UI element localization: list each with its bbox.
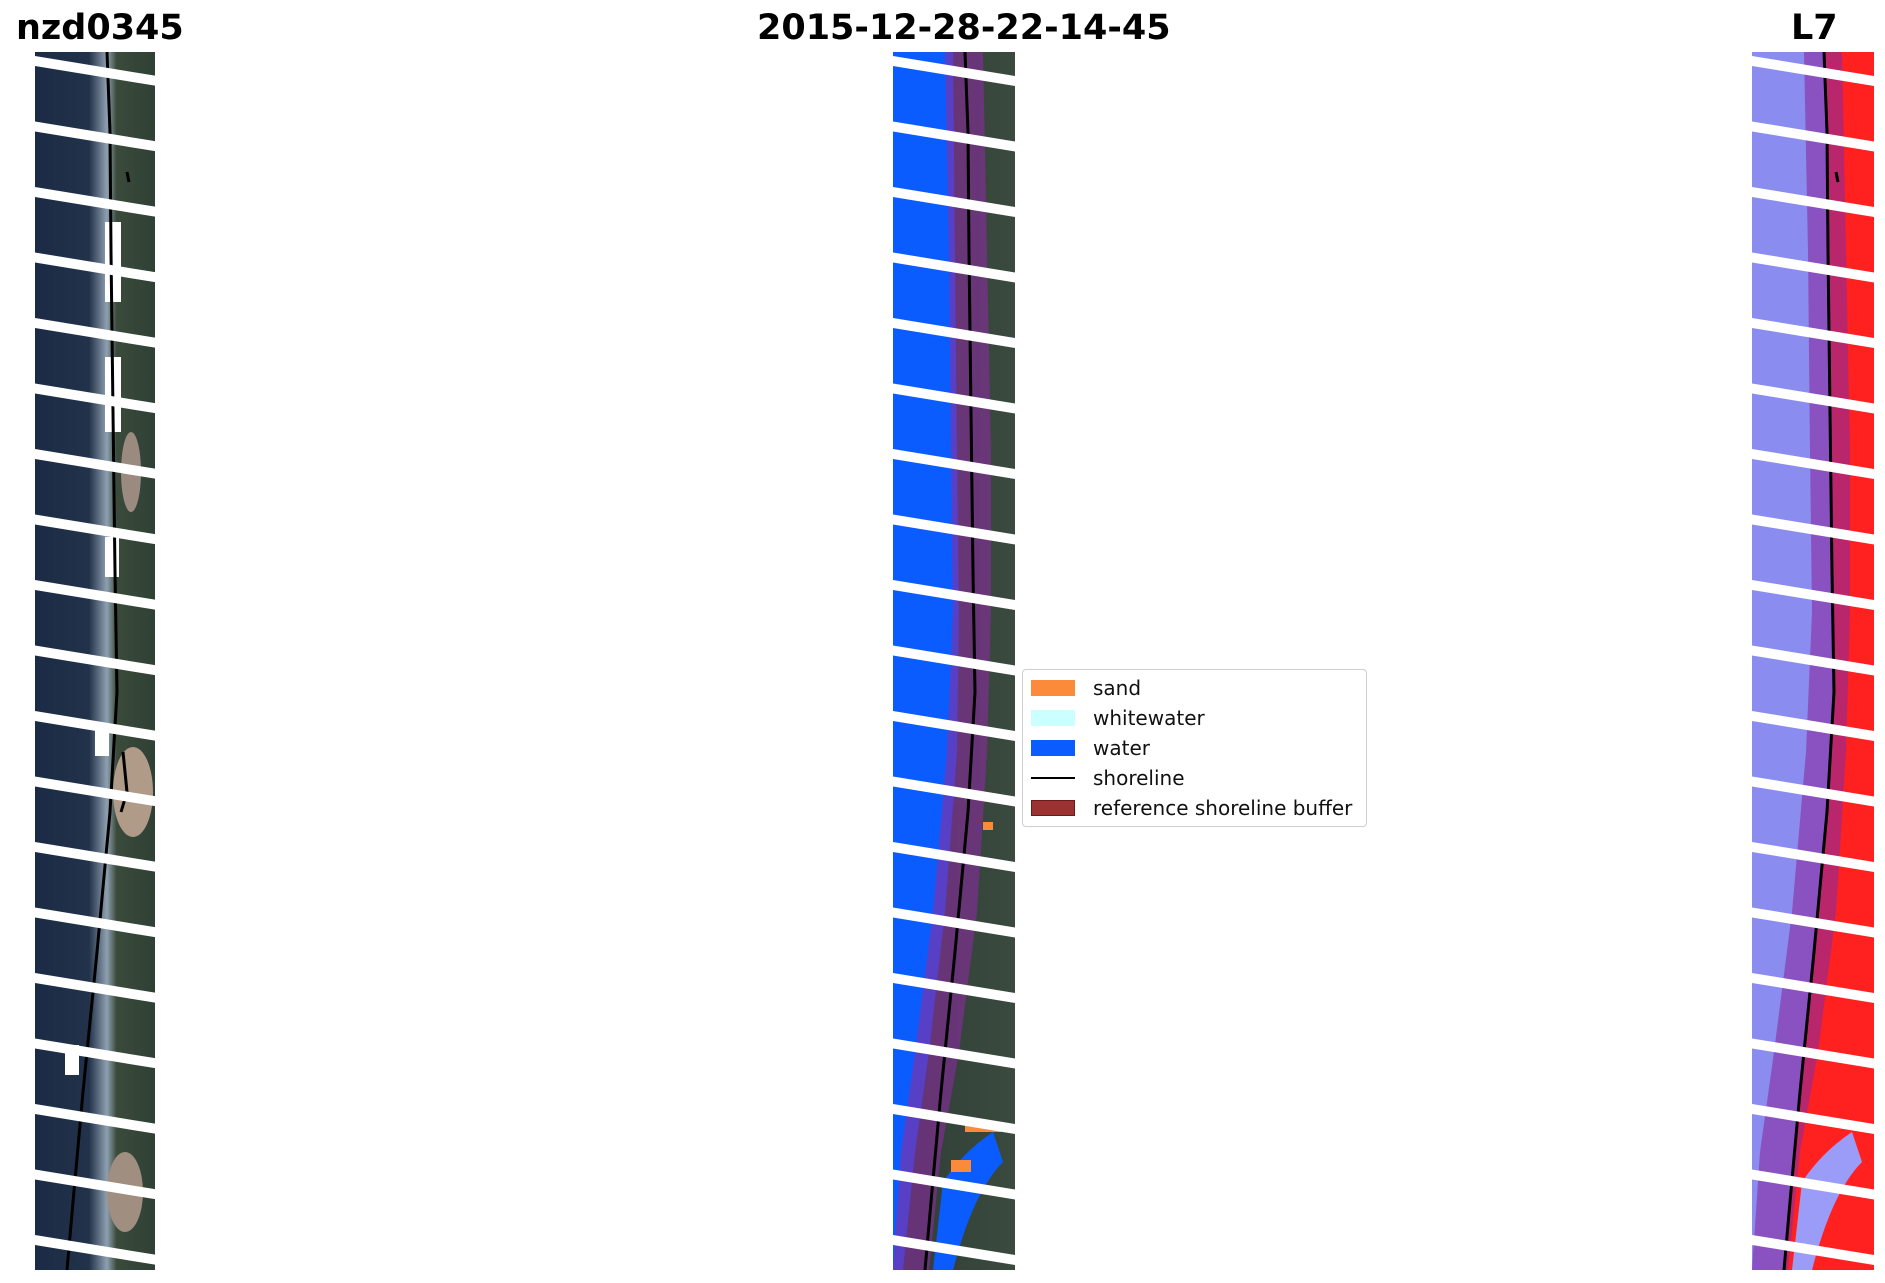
scan-line-gap bbox=[1752, 449, 1874, 479]
sensor-title: L7 bbox=[1791, 8, 1838, 48]
scan-line-gap bbox=[1752, 56, 1874, 86]
legend-label: water bbox=[1093, 736, 1150, 760]
scan-line-gap bbox=[1752, 580, 1874, 610]
index-panel bbox=[1752, 52, 1874, 1270]
scan-line-gap bbox=[893, 56, 1015, 86]
scan-line-gap bbox=[893, 514, 1015, 545]
scan-line-gap bbox=[893, 1038, 1015, 1069]
scan-line-gap bbox=[1752, 776, 1874, 807]
buffer-swatch bbox=[1031, 800, 1075, 816]
water-swatch bbox=[1031, 740, 1075, 756]
scan-line-gap bbox=[1752, 1169, 1874, 1200]
legend-label: reference shoreline buffer bbox=[1093, 796, 1353, 820]
scan-line-gap bbox=[35, 187, 155, 217]
land-high-index bbox=[1784, 52, 1874, 1270]
scan-line-gap bbox=[1752, 121, 1874, 152]
scan-line-gap bbox=[893, 580, 1015, 610]
scan-line-gap bbox=[35, 776, 155, 807]
shoreline-center bbox=[923, 52, 977, 1270]
scan-line-gap bbox=[35, 1104, 155, 1134]
shoreline-swatch bbox=[1031, 776, 1075, 780]
scan-line-gaps bbox=[893, 56, 1015, 1265]
scan-line-gap bbox=[893, 842, 1015, 872]
scan-line-gap bbox=[1752, 1104, 1874, 1134]
scan-line-gap bbox=[893, 907, 1015, 938]
legend-item-buffer: reference shoreline buffer bbox=[1031, 795, 1352, 821]
scan-line-gap bbox=[35, 383, 155, 414]
legend-label: sand bbox=[1093, 676, 1142, 700]
legend-item-sand: sand bbox=[1031, 675, 1141, 701]
scan-line-gap bbox=[35, 56, 155, 86]
whitewater-swatch bbox=[1031, 710, 1075, 726]
scan-line-gap bbox=[893, 318, 1015, 348]
scan-line-gap bbox=[35, 318, 155, 348]
scan-line-gap bbox=[1752, 187, 1874, 217]
scan-line-gap bbox=[35, 449, 155, 479]
shoreline-right bbox=[1782, 52, 1840, 1270]
scan-line-gap bbox=[1752, 383, 1874, 414]
scan-line-gap bbox=[35, 907, 155, 938]
scan-line-gap bbox=[1752, 842, 1874, 872]
scan-line-gap bbox=[893, 252, 1015, 283]
scan-line-gap bbox=[35, 973, 155, 1003]
scan-line-gap bbox=[35, 842, 155, 872]
water-class bbox=[893, 52, 959, 1270]
scan-line-gap bbox=[893, 383, 1015, 414]
scan-line-gap bbox=[1752, 514, 1874, 545]
estuary-index bbox=[1792, 1132, 1862, 1270]
scan-line-gap bbox=[1752, 1038, 1874, 1069]
scan-line-gap bbox=[35, 711, 155, 741]
scan-line-gap bbox=[1752, 645, 1874, 676]
scan-line-gap bbox=[35, 252, 155, 283]
scan-line-gap bbox=[35, 1038, 155, 1069]
scan-line-gap bbox=[1752, 1235, 1874, 1265]
scan-line-gap bbox=[35, 1169, 155, 1200]
scan-line-gap bbox=[893, 776, 1015, 807]
scan-line-gap bbox=[1752, 973, 1874, 1003]
scan-line-gap bbox=[893, 711, 1015, 741]
scan-line-gap bbox=[35, 580, 155, 610]
scan-line-gap bbox=[893, 973, 1015, 1003]
scan-line-gap bbox=[893, 449, 1015, 479]
date-title: 2015-12-28-22-14-45 bbox=[757, 8, 1171, 48]
legend: sand whitewater water shoreline referenc… bbox=[1022, 669, 1367, 827]
scan-line-gap bbox=[35, 121, 155, 152]
classification-panel bbox=[893, 52, 1015, 1270]
scan-line-gaps bbox=[1752, 56, 1874, 1265]
sand-swatch bbox=[1031, 680, 1075, 696]
legend-label: shoreline bbox=[1093, 766, 1185, 790]
scan-line-gap bbox=[1752, 252, 1874, 283]
sand-patches bbox=[107, 432, 153, 1232]
scan-line-gap bbox=[35, 645, 155, 676]
scan-line-gap bbox=[35, 514, 155, 545]
legend-item-shoreline: shoreline bbox=[1031, 765, 1185, 791]
scan-line-gap bbox=[1752, 711, 1874, 741]
scan-line-gap bbox=[893, 121, 1015, 152]
scan-line-gap bbox=[893, 187, 1015, 217]
scan-line-gaps bbox=[35, 56, 155, 1265]
scan-line-gap bbox=[893, 1104, 1015, 1134]
scan-line-gap bbox=[35, 1235, 155, 1265]
legend-label: whitewater bbox=[1093, 706, 1205, 730]
scan-line-gap bbox=[1752, 907, 1874, 938]
reference-shoreline-buffer bbox=[1752, 52, 1850, 1270]
scan-line-gap bbox=[893, 1169, 1015, 1200]
image-title: nzd0345 bbox=[16, 8, 184, 48]
legend-item-water: water bbox=[1031, 735, 1150, 761]
scan-line-gap bbox=[893, 1235, 1015, 1265]
scan-line-gap bbox=[893, 645, 1015, 676]
legend-item-whitewater: whitewater bbox=[1031, 705, 1205, 731]
rgb-image-panel bbox=[35, 52, 155, 1270]
reference-shoreline-buffer bbox=[893, 52, 991, 1270]
estuary-water bbox=[933, 1132, 1003, 1270]
scan-line-gap bbox=[1752, 318, 1874, 348]
